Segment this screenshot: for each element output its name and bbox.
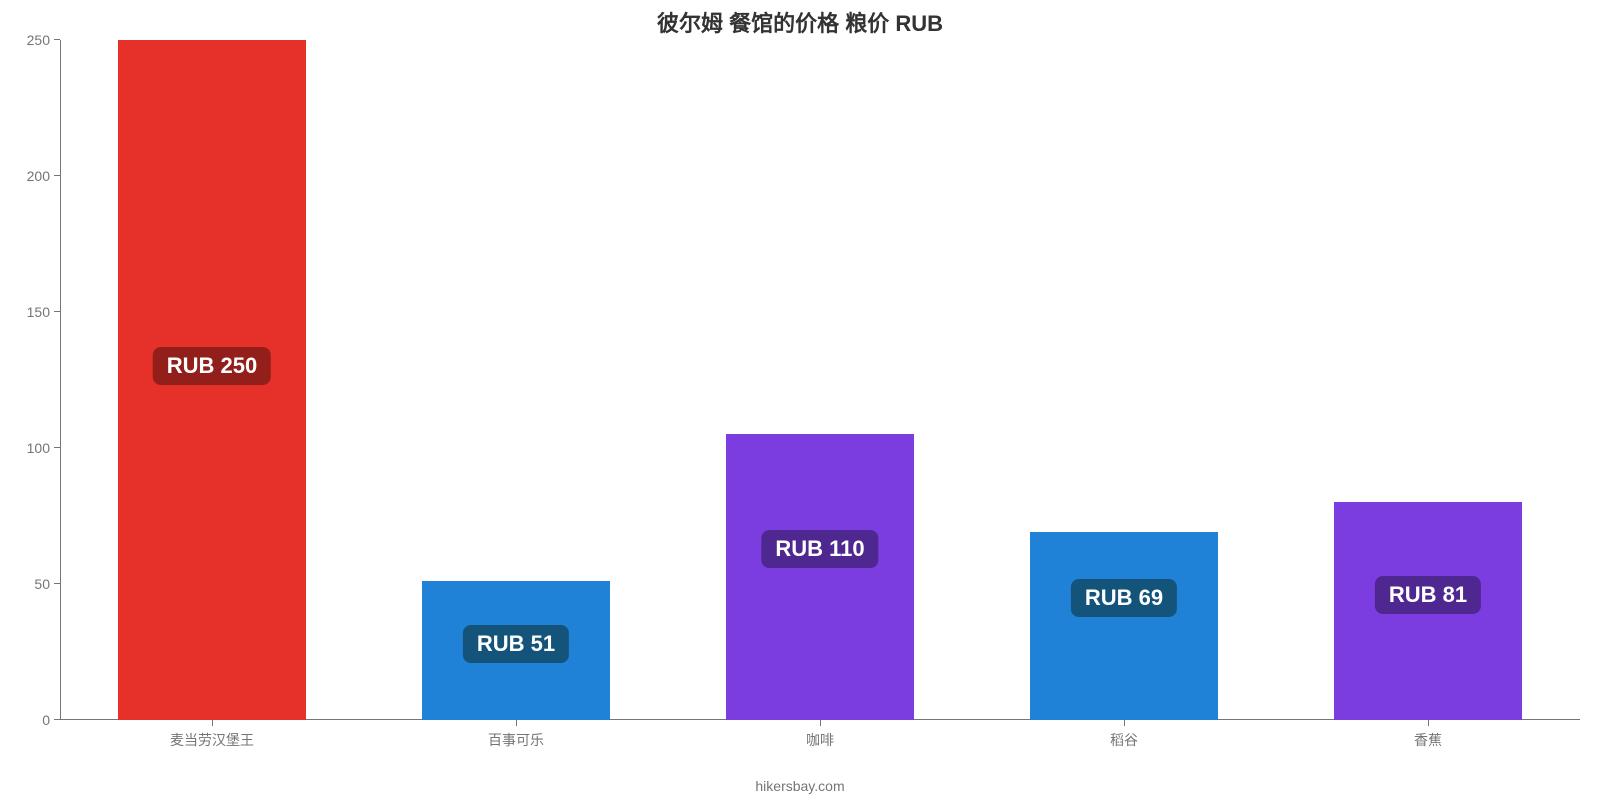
x-tick-label: 百事可乐 [488, 720, 544, 750]
plot-area: 050100150200250麦当劳汉堡王RUB 250百事可乐RUB 51咖啡… [60, 40, 1580, 720]
chart-title: 彼尔姆 餐馆的价格 粮价 RUB [0, 6, 1600, 38]
value-badge: RUB 110 [761, 530, 878, 568]
value-badge: RUB 250 [153, 347, 271, 385]
x-tick-label: 麦当劳汉堡王 [170, 720, 254, 750]
y-tick-label: 50 [34, 576, 60, 592]
y-tick-label: 200 [27, 168, 60, 184]
y-tick-label: 0 [42, 712, 60, 728]
bar [1030, 532, 1218, 720]
chart-credit: hikersbay.com [0, 778, 1600, 794]
x-tick-label: 咖啡 [806, 720, 834, 750]
price-bar-chart: 彼尔姆 餐馆的价格 粮价 RUB 050100150200250麦当劳汉堡王RU… [0, 0, 1600, 800]
y-tick-label: 250 [27, 32, 60, 48]
y-axis-line [60, 40, 61, 720]
y-tick-label: 150 [27, 304, 60, 320]
value-badge: RUB 81 [1375, 576, 1481, 614]
bar [726, 434, 914, 720]
value-badge: RUB 51 [463, 625, 569, 663]
value-badge: RUB 69 [1071, 579, 1177, 617]
x-tick-label: 香蕉 [1414, 720, 1442, 750]
x-tick-label: 稻谷 [1110, 720, 1138, 750]
y-tick-label: 100 [27, 440, 60, 456]
